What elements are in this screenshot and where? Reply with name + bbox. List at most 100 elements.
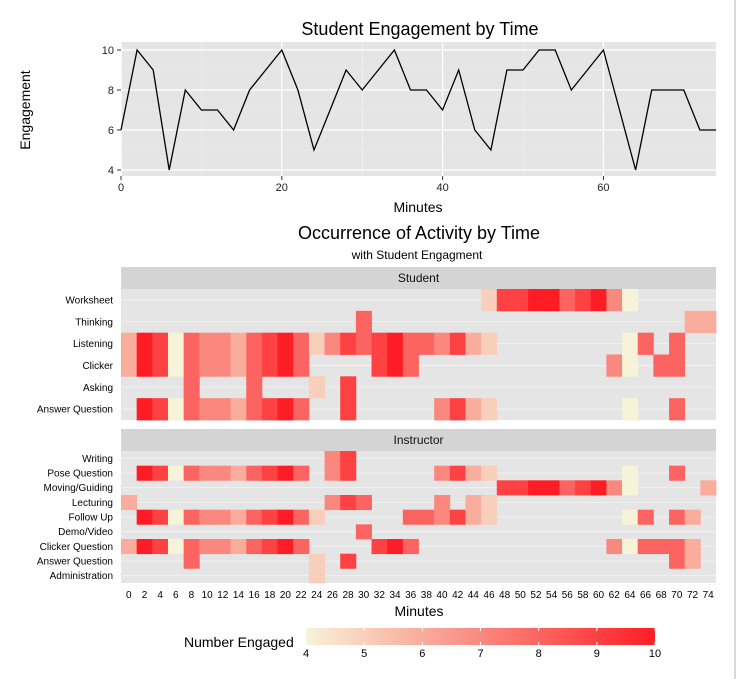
legend: Number Engaged 4 5 6 7 8 9 10	[184, 628, 661, 660]
heatmap-cell	[434, 509, 451, 525]
heatmap-cell	[340, 451, 357, 467]
heatmap-cell	[246, 376, 263, 399]
heatmap-x-tick-label: 12	[217, 590, 229, 601]
heatmap-cell	[402, 354, 419, 377]
heatmap-cell	[152, 398, 169, 421]
heatmap-cell	[246, 332, 263, 355]
legend-tick-label: 8	[536, 648, 542, 660]
heatmap-x-tick-label: 24	[311, 590, 323, 601]
heatmap-x-tick-label: 38	[421, 590, 433, 601]
heatmap-panel-student: Student Worksheet Thinking Listening Clicker…	[37, 267, 717, 421]
heatmap-cell	[308, 553, 325, 569]
heatmap-cell	[199, 332, 216, 355]
heatmap-cell	[136, 354, 153, 377]
heatmap-x-tick-label: 68	[656, 590, 668, 601]
heatmap-cell	[669, 553, 686, 569]
heatmap-x-tick-label: 0	[126, 590, 132, 601]
heatmap-cell	[622, 539, 639, 555]
heatmap-cell	[355, 495, 372, 511]
heatmap-cell	[136, 539, 153, 555]
heatmap-cell	[606, 539, 623, 555]
heatmap-cell	[402, 539, 419, 555]
heatmap-panels: Student Worksheet Thinking Listening Clicker…	[37, 267, 717, 584]
heatmap-cell	[700, 310, 717, 334]
heatmap-cell	[293, 332, 310, 355]
heatmap-cell	[183, 376, 200, 399]
heatmap-cell	[434, 495, 451, 511]
heatmap-cell	[246, 509, 263, 525]
heatmap-cell	[606, 289, 623, 312]
heatmap-cell	[136, 465, 153, 481]
legend-tick-label: 6	[419, 648, 425, 660]
heatmap-x-tick-label: 8	[189, 590, 195, 601]
heatmap-cell	[434, 398, 451, 421]
heatmap-cell	[543, 480, 560, 496]
heatmap-cell	[669, 398, 686, 421]
heatmap-cell	[465, 398, 482, 421]
heatmap-cell	[669, 509, 686, 525]
heatmap-cell	[214, 539, 232, 555]
heatmap-cell	[261, 398, 278, 421]
x-tick-label: 40	[436, 182, 448, 194]
panel-strip-label: Student	[398, 271, 440, 285]
x-tick-label: 0	[118, 182, 124, 194]
heatmap-cell	[622, 289, 639, 312]
heatmap-cell	[340, 376, 357, 399]
heatmap-cell	[481, 465, 498, 481]
heatmap-cell	[214, 398, 232, 421]
panel-strip	[121, 429, 716, 451]
heatmap-row-label: Asking	[83, 383, 113, 394]
heatmap-subtitle: with Student Engagment	[351, 248, 483, 262]
heatmap-cell	[449, 509, 466, 525]
heatmap-x-tick-label: 44	[468, 590, 480, 601]
heatmap-row-label: Pose Question	[47, 469, 113, 480]
heatmap-cell	[183, 354, 200, 377]
heatmap-row-label: Clicker Question	[40, 542, 113, 553]
heatmap-row-label: Worksheet	[65, 295, 113, 306]
heatmap-cell	[293, 354, 310, 377]
heatmap-x-tick-label: 14	[233, 590, 245, 601]
heatmap-cell	[575, 480, 592, 496]
heatmap-cell	[277, 539, 294, 555]
heatmap-cell	[230, 465, 247, 481]
heatmap-cell	[684, 509, 701, 525]
heatmap-cell	[183, 509, 200, 525]
legend-colorbar	[306, 628, 655, 645]
heatmap-cell	[637, 332, 654, 355]
heatmap-cell	[277, 354, 294, 377]
heatmap-cell	[622, 480, 639, 496]
heatmap-cell	[387, 354, 404, 377]
heatmap-row-label: Clicker	[82, 361, 113, 372]
heatmap-x-ticks: 0 2 4 6 8 10 12 14 16 18 20 22 24 26 28 30 32 34 36 38 40 42 4…	[126, 590, 714, 601]
heatmap-cell	[496, 480, 513, 496]
heatmap-cell	[277, 398, 294, 421]
x-tick-label: 60	[597, 182, 609, 194]
heatmap-cell	[340, 495, 357, 511]
heatmap-x-tick-label: 30	[358, 590, 370, 601]
heatmap-cell	[653, 539, 670, 555]
heatmap-cell	[387, 332, 404, 355]
heatmap-cell	[543, 289, 560, 312]
heatmap-x-tick-label: 42	[452, 590, 464, 601]
legend-tick-label: 4	[303, 648, 309, 660]
heatmap-x-tick-label: 32	[374, 590, 386, 601]
heatmap-cell	[606, 354, 623, 377]
heatmap-cell	[183, 398, 200, 421]
heatmap-cell	[261, 509, 278, 525]
heatmap-cell	[246, 354, 263, 377]
heatmap-cell	[371, 354, 388, 377]
heatmap-cell	[496, 289, 513, 312]
heatmap-cell	[230, 539, 247, 555]
heatmap-x-tick-label: 48	[499, 590, 511, 601]
line-chart-title: Student Engagement by Time	[301, 19, 538, 39]
heatmap-row-label: Writing	[82, 454, 113, 465]
line-plot-panel	[121, 42, 716, 176]
heatmap-cell	[246, 539, 263, 555]
heatmap-x-tick-label: 34	[389, 590, 401, 601]
heatmap-row-label: Answer Question	[37, 405, 113, 416]
heatmap-cell	[606, 480, 623, 496]
panel-strip	[121, 267, 716, 289]
heatmap-row-label: Lecturing	[72, 498, 113, 509]
heatmap-x-tick-label: 20	[280, 590, 292, 601]
